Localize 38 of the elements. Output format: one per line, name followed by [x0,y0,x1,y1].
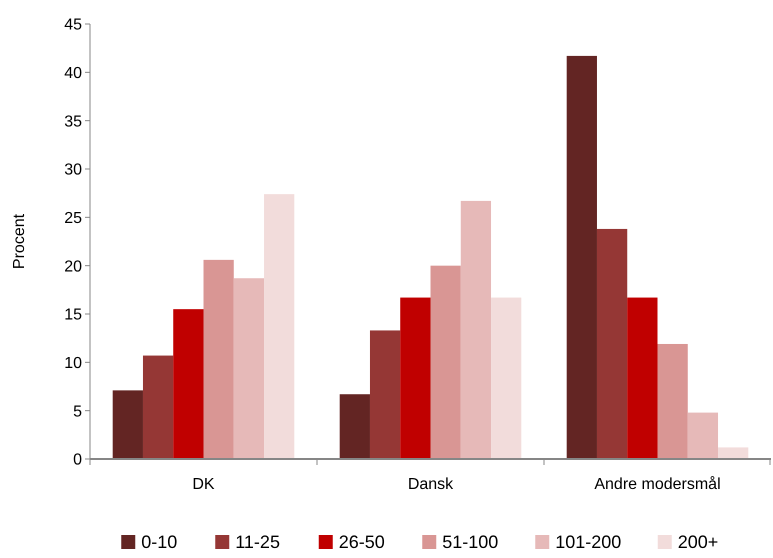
legend-label: 11-25 [235,532,280,552]
y-tick-label: 10 [64,354,82,372]
legend-label: 200+ [678,532,718,552]
y-tick-label: 0 [73,452,82,469]
bar [264,194,294,459]
bar [491,298,522,459]
y-tick-label: 30 [64,162,82,179]
y-tick-label: 15 [64,306,82,324]
y-tick-label: 25 [64,210,82,227]
bar [370,330,400,459]
bar [658,344,688,459]
y-tick-label: 20 [64,258,82,276]
legend-label: 101-200 [555,532,622,552]
bar [234,278,264,459]
bar [173,309,204,459]
bar [688,412,718,459]
x-tick-label: Andre modersmål [594,476,721,493]
bar [596,228,628,459]
y-tick-label: 35 [64,113,82,130]
legend-label: 51-100 [442,532,498,552]
legend-label: 26-50 [338,532,385,552]
legend-label: 0-10 [141,532,178,552]
bar [400,298,430,459]
y-tick-label: 45 [64,16,82,34]
y-tick-label: 5 [73,403,82,420]
bar [112,390,143,459]
x-tick-label: Dansk [408,476,454,493]
bar [718,447,748,459]
y-axis-title: Procent [11,213,28,270]
bar [340,394,370,459]
bar [204,260,234,459]
bar [566,56,597,459]
bar [627,298,658,459]
bar [142,356,174,459]
y-tick-label: 40 [64,64,82,82]
x-tick-label: DK [192,476,215,493]
bar [460,200,492,459]
bar [430,266,461,459]
